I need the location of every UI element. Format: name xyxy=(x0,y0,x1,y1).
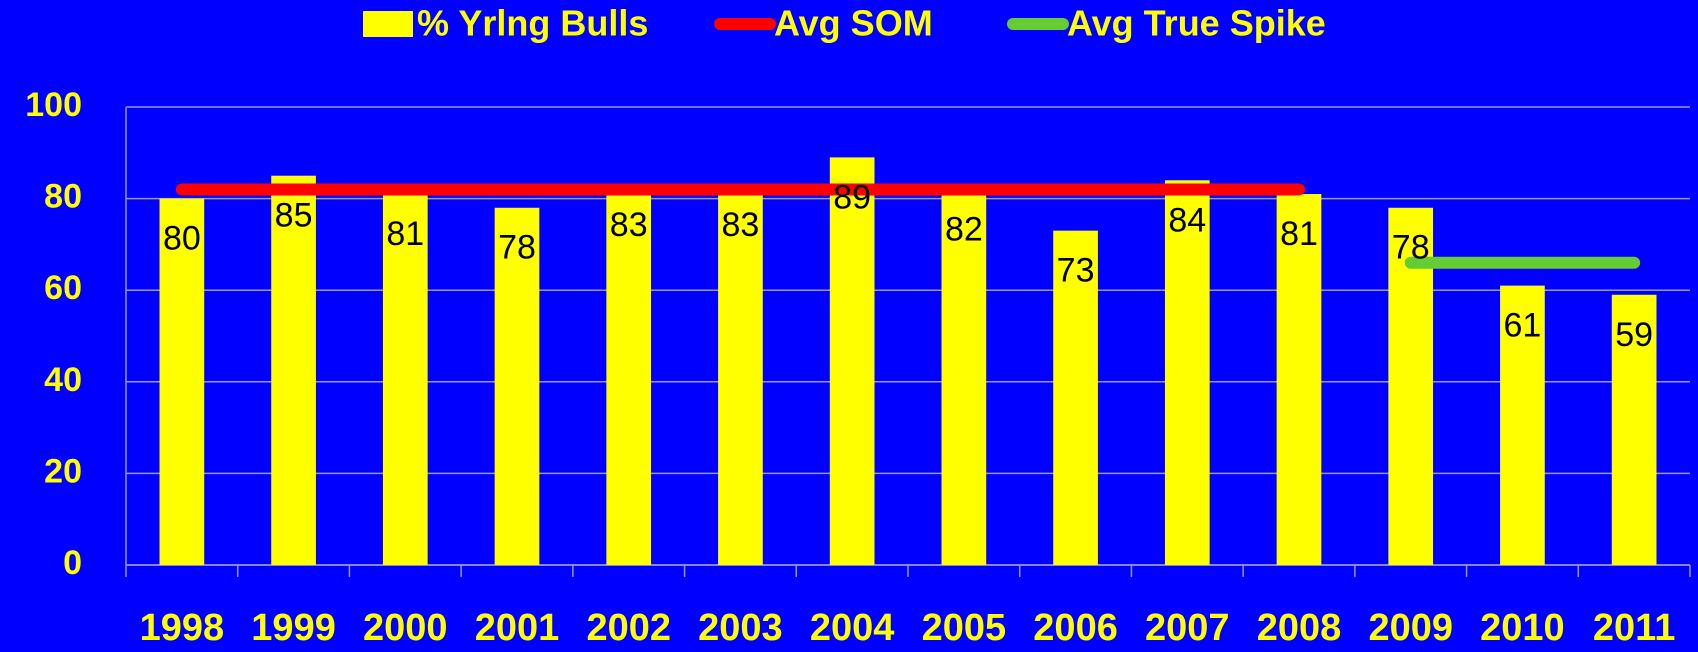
bar xyxy=(1611,294,1657,565)
bar xyxy=(1276,194,1322,565)
value-label: 84 xyxy=(1168,201,1206,239)
value-label: 83 xyxy=(610,206,648,244)
value-label: 83 xyxy=(722,206,760,244)
y-tick-label: 20 xyxy=(44,452,82,490)
y-tick-label: 60 xyxy=(44,269,82,307)
value-label: 89 xyxy=(833,178,871,216)
bar xyxy=(941,189,987,565)
value-label: 73 xyxy=(1057,252,1095,290)
value-label: 81 xyxy=(1280,215,1318,253)
x-tick-label: 2000 xyxy=(363,607,448,649)
x-tick-label: 2009 xyxy=(1368,607,1453,649)
bar xyxy=(718,184,763,566)
value-label: 82 xyxy=(945,210,983,248)
bar xyxy=(271,175,316,565)
x-tick-label: 2001 xyxy=(475,607,560,649)
x-tick-label: 2006 xyxy=(1033,607,1118,649)
x-tick-label: 2011 xyxy=(1593,607,1675,649)
x-tick-label: 1999 xyxy=(251,607,336,649)
value-label: 85 xyxy=(275,197,313,235)
legend-label: Avg SOM xyxy=(774,3,933,44)
legend-label: % Yrlng Bulls xyxy=(417,3,648,44)
value-label: 78 xyxy=(1392,229,1430,267)
value-label: 59 xyxy=(1615,316,1653,354)
value-label: 78 xyxy=(498,229,536,267)
x-tick-label: 2010 xyxy=(1480,607,1565,649)
bar xyxy=(606,184,652,566)
bar xyxy=(1500,285,1545,565)
value-label: 81 xyxy=(386,215,424,253)
legend-swatch xyxy=(363,11,413,37)
x-tick-label: 2002 xyxy=(586,607,671,649)
x-tick-label: 2004 xyxy=(810,607,895,649)
x-tick-label: 2007 xyxy=(1145,607,1230,649)
legend-label: Avg True Spike xyxy=(1067,3,1326,44)
bar xyxy=(494,207,540,565)
bar xyxy=(829,157,875,565)
bar xyxy=(1164,180,1210,565)
bar xyxy=(382,194,428,565)
value-label: 80 xyxy=(163,220,201,258)
x-tick-label: 1998 xyxy=(140,607,225,649)
x-tick-label: 2005 xyxy=(922,607,1007,649)
y-tick-label: 100 xyxy=(25,86,82,124)
bar xyxy=(159,198,205,565)
y-tick-label: 40 xyxy=(44,361,82,399)
y-tick-label: 80 xyxy=(44,178,82,216)
y-tick-label: 0 xyxy=(63,544,82,582)
x-tick-label: 2003 xyxy=(698,607,783,649)
value-label: 61 xyxy=(1504,307,1542,345)
bar xyxy=(1053,230,1098,565)
x-tick-label: 2008 xyxy=(1257,607,1342,649)
